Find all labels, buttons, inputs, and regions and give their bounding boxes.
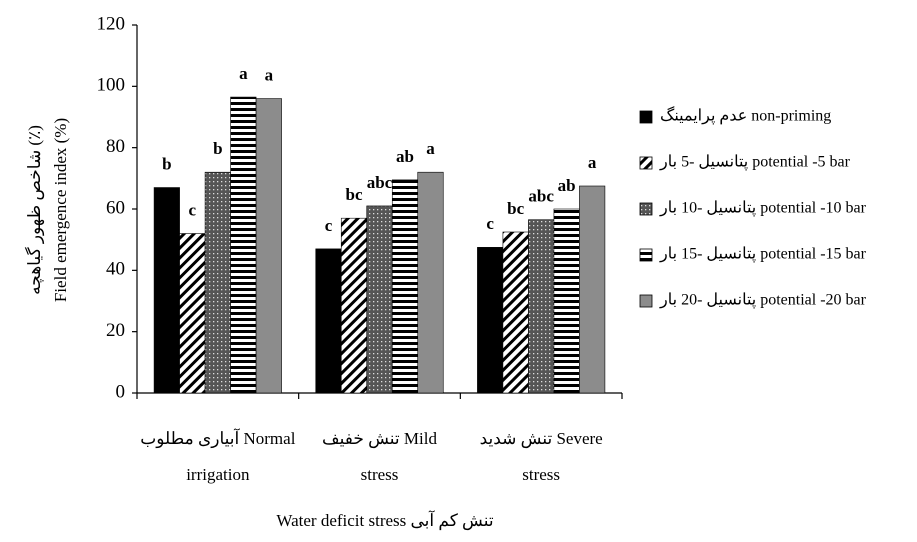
bar-letter: a bbox=[265, 66, 274, 85]
x-tick-label: irrigation bbox=[186, 465, 250, 484]
bar bbox=[340, 217, 368, 394]
bar-letter: a bbox=[588, 153, 597, 172]
y-tick-label: 120 bbox=[97, 13, 126, 34]
bar bbox=[391, 179, 419, 394]
y-tick-label: 100 bbox=[97, 75, 126, 96]
bar-letter: b bbox=[162, 154, 171, 173]
x-tick-label: تنش خفیف Mild bbox=[322, 429, 437, 449]
bar bbox=[477, 247, 504, 394]
y-tick-label: 60 bbox=[106, 197, 125, 218]
bar-letter: a bbox=[426, 139, 435, 158]
bar bbox=[553, 208, 580, 394]
legend-swatch bbox=[639, 248, 653, 262]
bar bbox=[153, 187, 180, 394]
bar-letter: c bbox=[325, 216, 333, 235]
legend-swatch bbox=[639, 110, 653, 124]
bar-letter: abc bbox=[528, 187, 554, 206]
legend-label: پتانسیل -10 بار potential -10 bar bbox=[659, 200, 867, 217]
legend-label: پتانسیل -15 بار potential -15 bar bbox=[659, 246, 867, 263]
bar-letter: c bbox=[189, 200, 197, 219]
bar bbox=[502, 231, 529, 394]
y-axis-label: Field emergence index (%) bbox=[51, 118, 70, 302]
bar bbox=[528, 219, 555, 394]
bar-letter: b bbox=[213, 139, 222, 158]
x-tick-label: stress bbox=[522, 465, 560, 484]
x-tick-label: تنش شدید Severe bbox=[480, 429, 603, 449]
bar bbox=[366, 205, 393, 394]
y-tick-label: 40 bbox=[106, 259, 125, 280]
x-axis-label: Water deficit stress تنش کم آبی bbox=[276, 509, 493, 531]
bar bbox=[315, 248, 342, 394]
bar bbox=[204, 171, 231, 394]
bar bbox=[579, 185, 606, 394]
legend-swatch bbox=[639, 202, 653, 216]
bar-letter: bc bbox=[346, 185, 363, 204]
legend-swatch bbox=[639, 294, 653, 308]
bar bbox=[417, 171, 444, 394]
bar-letter: a bbox=[239, 64, 248, 83]
bar bbox=[255, 98, 282, 394]
bar-letter: bc bbox=[507, 199, 524, 218]
bar bbox=[230, 96, 257, 394]
bar-letter: ab bbox=[558, 176, 576, 195]
legend-label: پتانسیل -5 بار potential -5 bar bbox=[659, 154, 851, 171]
x-tick-label: آبیاری مطلوب Normal bbox=[140, 427, 295, 449]
y-tick-label: 20 bbox=[106, 320, 125, 341]
bar-letter: ab bbox=[396, 147, 414, 166]
x-tick-label: stress bbox=[361, 465, 399, 484]
bar-letter: c bbox=[486, 214, 494, 233]
bar-letter: abc bbox=[367, 173, 393, 192]
y-tick-label: 0 bbox=[116, 381, 126, 402]
legend-swatch bbox=[639, 156, 653, 170]
legend-label: پتانسیل -20 بار potential -20 bar bbox=[659, 292, 867, 309]
y-tick-label: 80 bbox=[106, 136, 125, 157]
y-axis-label: شاخص ظهور گیاهچه (٪) bbox=[24, 125, 45, 295]
bar bbox=[179, 233, 206, 394]
legend-label: عدم پرایمینگ non-priming bbox=[660, 106, 831, 125]
